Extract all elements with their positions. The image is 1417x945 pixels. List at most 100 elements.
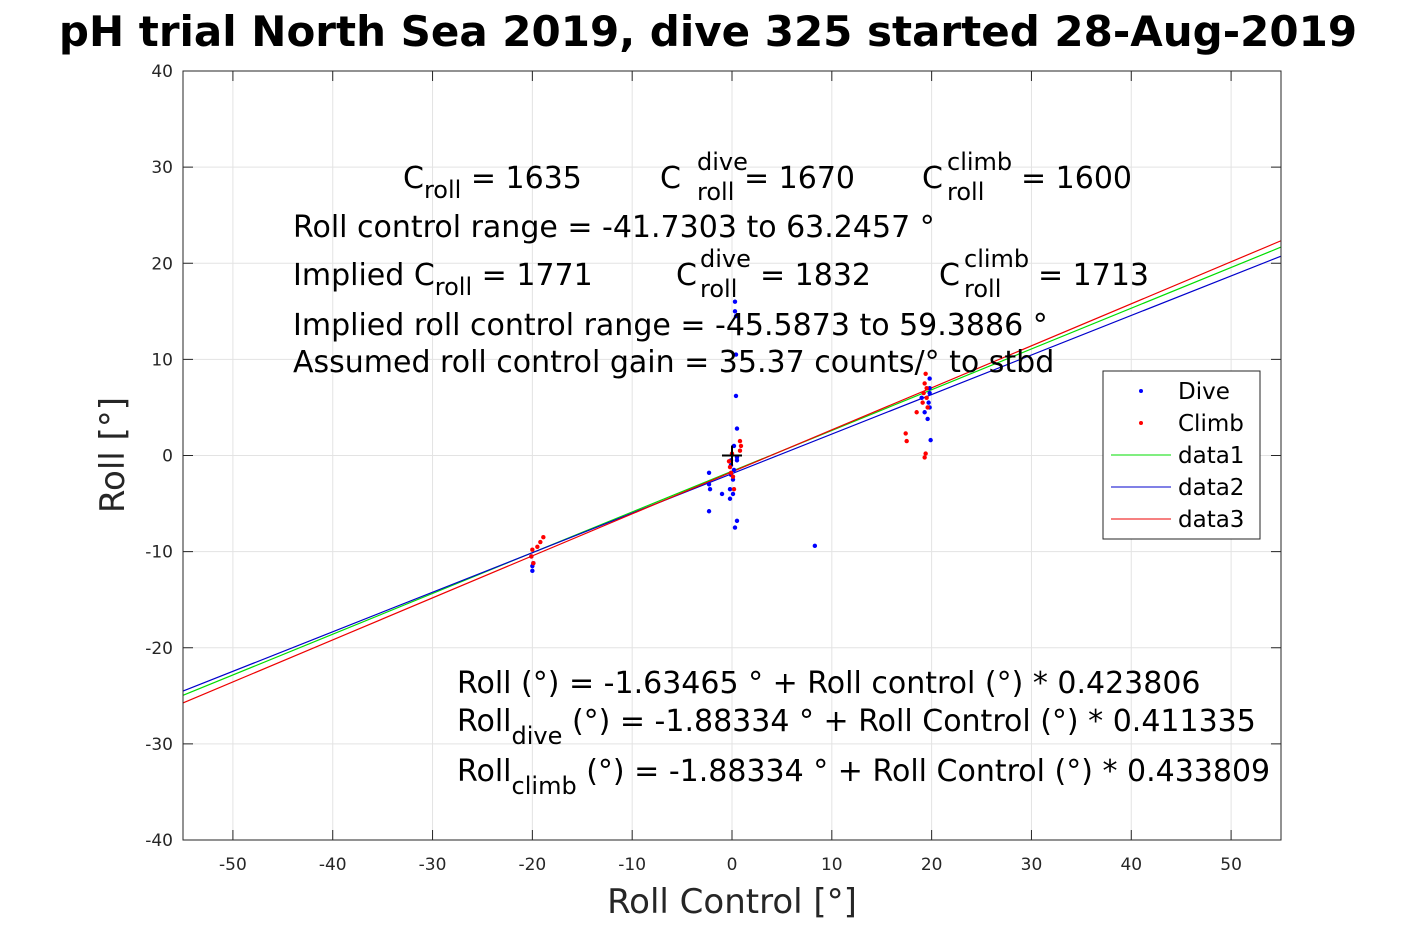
data-point-dive [927,376,932,381]
annotation-fit-roll-dive: Rolldive (°) = -1.88334 ° + Roll Control… [457,704,1256,750]
data-point-climb [531,560,536,566]
annotation-c-roll: Croll = 1635 [403,161,582,204]
data-point-climb [541,535,546,540]
data-point-climb [737,438,743,444]
annotation-implied-c-roll-climb-val: = 1713 [1038,258,1149,293]
legend-marker-dive [1139,389,1143,393]
data-point-dive [730,491,736,497]
y-tick-label: -30 [145,735,173,755]
y-tick-label: -40 [145,831,173,851]
annotation-c-roll-climb-val: = 1600 [1021,161,1132,196]
y-axis-label: Roll [°] [93,397,133,513]
data-point-climb [728,470,734,476]
x-axis-label: Roll Control [°] [607,882,857,922]
x-tick-label: -10 [618,855,646,875]
legend-label-data3: data3 [1178,507,1244,533]
data-point-climb [737,448,743,453]
data-point-dive [733,313,739,319]
data-point-climb [923,451,928,456]
legend-box [1102,370,1261,540]
data-point-climb [920,400,925,405]
annotation-c-roll-climb-sup: climb [947,148,1012,176]
y-tick-label: 40 [151,62,173,82]
data-point-climb [730,474,736,479]
data-point-dive [919,395,924,401]
data-point-climb [903,431,908,436]
data-point-climb [925,405,930,410]
annotation-implied-c-roll-climb-sup: climb [964,245,1029,273]
x-tick-label: -50 [219,855,247,875]
y-tick-label: 30 [151,158,173,178]
plot-frame [182,70,1282,841]
data-point-dive [733,352,739,357]
y-tick-label: 10 [151,350,173,370]
x-tick-label: -40 [319,855,347,875]
data-point-climb [535,544,540,550]
data-point-climb [923,371,928,376]
data-point-dive [727,496,733,501]
data-point-dive [731,467,737,473]
data-point-dive [733,393,739,399]
annotation-implied-c-roll-climb: C [939,258,960,293]
y-tick-label: 0 [162,447,173,467]
data-point-climb [922,381,927,386]
data-point-dive [812,543,818,549]
annotation-c-roll-dive-sub: roll [697,178,734,206]
annotation-c-roll-dive: C [660,161,681,196]
data-point-dive [706,482,712,487]
x-tick-label: 0 [727,855,738,875]
x-tick-label: 20 [921,855,943,875]
data-point-dive [925,416,930,422]
data-point-climb [914,410,919,415]
legend-marker-climb [1139,421,1143,425]
data-point-climb [921,390,926,396]
annotation-c-roll-climb: C [922,161,943,196]
legend-label-climb: Climb [1178,411,1244,437]
data-point-climb [731,486,737,492]
annotation-roll-control-range: Roll control range = -41.7303 to 63.2457… [293,210,935,245]
data-point-climb [538,539,543,545]
plot-series [182,240,1282,704]
legend: Dive Climb data1 data2 data3 [1102,370,1261,540]
data-point-dive [732,309,738,314]
data-point-dive [706,470,712,476]
data-point-dive [530,568,535,574]
annotation-implied-c-roll-dive-val: = 1832 [760,258,871,293]
data-point-dive [922,410,927,415]
data-point-dive [707,486,713,492]
annotation-c-roll-climb-sub: roll [947,178,984,206]
data-point-dive [732,525,738,530]
annotation-fit-roll-climb: Rollclimb (°) = -1.88334 ° + Roll Contro… [457,754,1270,800]
annotation-c-roll-dive-val: = 1670 [744,161,855,196]
data-point-dive [734,426,740,431]
data-point-climb [924,386,929,391]
data-point-climb [904,438,909,444]
data-point-climb [738,443,744,449]
annotation-c-roll-dive-sup: dive [697,148,748,176]
y-tick-labels: -40 -30 -20 -10 0 10 20 30 40 [145,62,173,851]
annotation-implied-c-roll-dive: C [676,258,697,293]
data-point-dive [732,299,738,304]
x-tick-label: 10 [821,855,843,875]
y-tick-label: 20 [151,254,173,274]
data-point-climb [922,455,927,460]
data-point-climb [726,459,732,464]
data-point-dive [927,390,932,396]
x-tick-label: 30 [1021,855,1043,875]
x-tick-label: 50 [1220,855,1242,875]
annotation-implied-range: Implied roll control range = -45.5873 to… [293,308,1048,343]
annotation-gain: Assumed roll control gain = 35.37 counts… [293,345,1054,380]
annotation-fit-roll: Roll (°) = -1.63465 ° + Roll control (°)… [457,666,1201,701]
data-point-dive [706,509,712,514]
legend-label-data2: data2 [1178,475,1244,501]
data-point-dive [734,518,740,524]
chart-title: pH trial North Sea 2019, dive 325 starte… [59,7,1357,56]
data-point-climb [727,464,733,470]
x-tick-label: -20 [518,855,546,875]
data-point-dive [926,400,931,405]
data-point-climb [924,395,929,401]
annotation-implied-c-roll-dive-sup: dive [700,245,751,273]
data-point-climb [529,554,534,559]
annotation-implied-c-roll-dive-sub: roll [700,275,737,303]
